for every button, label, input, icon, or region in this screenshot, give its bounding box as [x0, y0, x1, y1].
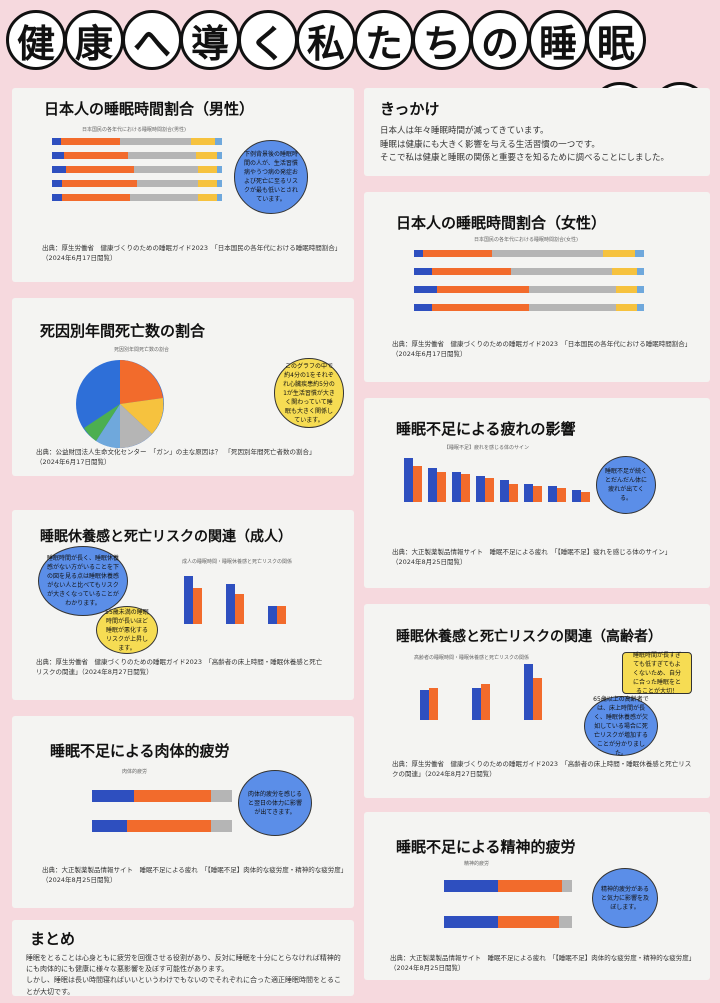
title-char: た [354, 10, 414, 70]
source-date: （2024年8月25日閲覧） [392, 558, 467, 566]
card-heading: 睡眠不足による精神的疲労 [396, 838, 576, 856]
source-citation: 出典：厚生労働省 健康づくりのための睡眠ガイド2023 「日本国民の各年代におけ… [392, 340, 692, 348]
speech-bubble: 睡眠時間が長く、睡眠休養感がない方がいることを下の図を見る点は睡眠休養感がない人… [38, 546, 128, 616]
bar-chart [174, 572, 314, 624]
card-male-sleep: 日本人の睡眠時間割合（男性） 日本国民の各年代における睡眠時間割合(男性) 下例… [12, 88, 354, 282]
card-heading: 睡眠休養感と死亡リスクの関連（高齢者） [396, 629, 662, 645]
speech-bubble: 睡眠時間が長すぎても低すぎてもよくないため、自分に合った睡眠をとることが大切！ [622, 652, 692, 695]
chart-caption: 【睡眠不足】疲れを感じる体のサイン [444, 445, 530, 451]
chart-caption: 死因別年間死亡数の割合 [114, 347, 170, 353]
bar-chart [404, 454, 594, 502]
card-physical-fatigue: 睡眠不足による肉体的疲労 肉体的疲労 肉体的疲労を感じると翌日の体力に影響が出て… [12, 716, 354, 908]
card-adult-risk: 睡眠休養感と死亡リスクの関連（成人） 睡眠時間が長く、睡眠休養感がない方がいるこ… [12, 510, 354, 700]
source-citation: 出典：公益財団法人生命文化センター 「ガン」の主な原因は？ 「死因別年間死亡者数… [36, 448, 316, 456]
card-heading: 日本人の睡眠時間割合（女性） [396, 214, 607, 232]
speech-bubble: 55歳未満の睡眠時間が長いほど睡眠が悪化するリスクが上昇します。 [96, 606, 158, 654]
chart-caption: 日本国民の各年代における睡眠時間割合(男性) [82, 127, 186, 133]
card-heading: 睡眠休養感と死亡リスクの関連（成人） [40, 529, 292, 545]
card-death-cause: 死因別年間死亡数の割合 死因別年間死亡数の割合 このグラフの中で約4分の1をそれ… [12, 298, 354, 476]
title-char: 健 [6, 10, 66, 70]
title-char: 導 [180, 10, 240, 70]
card-mental-fatigue: 睡眠不足による精神的疲労 精神的疲労 精神的疲労があると気力に影響を及ぼします。… [364, 812, 710, 980]
card-female-sleep: 日本人の睡眠時間割合（女性） 日本国民の各年代における睡眠時間割合(女性) 出典… [364, 192, 710, 382]
pie-chart [76, 360, 164, 449]
title-char: 眠 [586, 10, 646, 70]
card-fatigue: 睡眠不足による疲れの影響 【睡眠不足】疲れを感じる体のサイン 睡眠不足が続くとだ… [364, 398, 710, 588]
chart-caption: 肉体的疲労 [122, 769, 148, 775]
source-citation: 出典：厚生労働省 健康づくりのための睡眠ガイド2023 「高齢者の床上時間・睡眠… [392, 760, 692, 778]
title-char: へ [122, 10, 182, 70]
card-heading: 睡眠不足による肉体的疲労 [50, 742, 230, 760]
chart-caption: 高齢者の睡眠時間・睡眠休養感と死亡リスクの関係 [414, 655, 530, 661]
source-citation: 出典：大正製薬製品情報サイト 睡眠不足による疲れ 「【睡眠不足】肉体的な疲労度・… [42, 866, 348, 874]
card-heading: 日本人の睡眠時間割合（男性） [44, 100, 255, 118]
poster-title: 健 康 へ 導 く 私 た ち の 睡 眠 [6, 10, 646, 70]
card-elderly-risk: 睡眠休養感と死亡リスクの関連（高齢者） 高齢者の睡眠時間・睡眠休養感と死亡リスク… [364, 604, 710, 798]
bar [414, 268, 644, 275]
kikkake-line: 睡眠は健康にも大きく影響を与える生活習慣の一つです。 [380, 139, 600, 150]
chart-caption: 精神的疲労 [464, 861, 490, 867]
source-date: （2024年6月17日閲覧） [36, 458, 111, 466]
title-char: ち [412, 10, 472, 70]
summary-line: しかし、睡眠は長い時間寝ればいいというわけでもないのでそれぞれに合った適正睡眠時… [26, 976, 341, 996]
title-char: の [470, 10, 530, 70]
summary-line: 睡眠をとることは心身ともに疲労を回復させる役割があり、反対に睡眠を十分にとらなけ… [26, 954, 341, 974]
chart-caption: 成人の睡眠時間・睡眠休養感と死亡リスクの関係 [182, 559, 293, 565]
title-char: く [238, 10, 298, 70]
source-citation: 出典：厚生労働省 健康づくりのための睡眠ガイド2023 「日本国民の各年代におけ… [42, 244, 342, 252]
source-citation: 出典：大正製薬製品情報サイト 睡眠不足による疲れ 「【睡眠不足】肉体的な疲労度・… [390, 954, 696, 962]
bar [52, 194, 222, 201]
bar [52, 152, 222, 159]
speech-bubble: 肉体的疲労を感じると翌日の体力に影響が出てきます。 [238, 770, 312, 836]
card-kikkake: きっかけ 日本人は年々睡眠時間が減ってきています。 睡眠は健康にも大きく影響を与… [364, 88, 710, 176]
speech-bubble: このグラフの中で約4分の1をそれぞれ心臓疾患約5分の1が生活習慣が大きく関わって… [274, 358, 344, 428]
bar [52, 180, 222, 187]
source-date: （2024年8月25日閲覧） [390, 964, 465, 972]
kikkake-line: そこで私は健康と睡眠の関係と重要さを知るために調べることにしました。 [380, 153, 670, 164]
bar [52, 166, 222, 173]
source-date: （2024年8月25日閲覧） [42, 876, 117, 884]
title-char: 私 [296, 10, 356, 70]
bar [414, 250, 644, 257]
bar [444, 880, 572, 892]
chart-caption: 日本国民の各年代における睡眠時間割合(女性) [474, 237, 578, 243]
title-char: 睡 [528, 10, 588, 70]
bar [444, 916, 572, 928]
source-date: （2024年6月17日閲覧） [42, 254, 117, 262]
bar [414, 304, 644, 311]
bar [92, 790, 232, 802]
speech-bubble: 精神的疲労があると気力に影響を及ぼします。 [592, 868, 658, 928]
source-date: （2024年6月17日閲覧） [392, 350, 467, 358]
card-summary: まとめ 睡眠をとることは心身ともに疲労を回復させる役割があり、反対に睡眠を十分に… [12, 920, 354, 996]
speech-bubble: 下例背景後の睡眠時間の人が、生活習慣病やうつ病の発症および死亡に至るリスクが最も… [234, 140, 308, 214]
card-heading: きっかけ [380, 100, 440, 118]
speech-bubble: 睡眠不足が続くとだんだん体に疲れが出てくる。 [596, 456, 656, 514]
card-heading: 睡眠不足による疲れの影響 [396, 420, 576, 438]
card-heading: 死因別年間死亡数の割合 [40, 322, 206, 340]
speech-bubble: 65歳以上の高齢者では、床上時間が長く、睡眠休養感が欠如している場合に死亡リスク… [584, 696, 658, 757]
card-heading: まとめ [30, 930, 76, 948]
bar [92, 820, 232, 832]
bar-chart [414, 664, 554, 720]
source-citation: 出典：大正製薬製品情報サイト 睡眠不足による疲れ 「【睡眠不足】疲れを感じる体の… [392, 548, 672, 556]
bar [414, 286, 644, 293]
source-citation: 出典：厚生労働省 健康づくりのための睡眠ガイド2023 「高齢者の床上時間・睡眠… [36, 658, 323, 676]
title-char: 康 [64, 10, 124, 70]
bar [52, 138, 222, 145]
kikkake-line: 日本人は年々睡眠時間が減ってきています。 [380, 126, 549, 136]
